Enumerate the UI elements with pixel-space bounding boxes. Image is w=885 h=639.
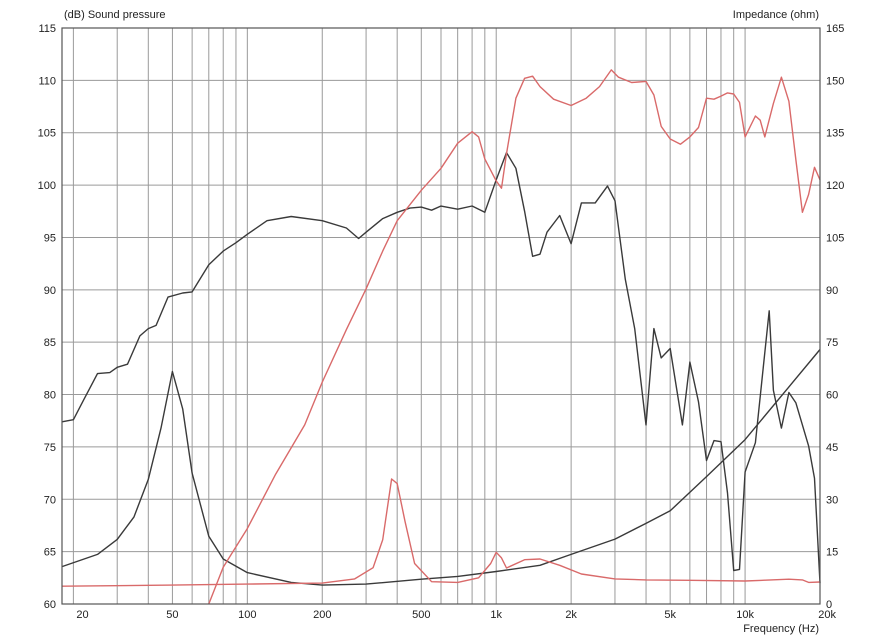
x-tick-label: 1k <box>490 609 502 621</box>
y-left-tick-label: 95 <box>44 232 56 244</box>
grid-lines <box>62 28 821 604</box>
x-tick-label: 500 <box>412 609 430 621</box>
y-left-tick-label: 70 <box>44 494 56 506</box>
y-left-tick-label: 80 <box>44 390 56 402</box>
y-right-tick-label: 15 <box>826 547 838 559</box>
y-left-tick-label: 90 <box>44 285 56 297</box>
x-tick-label: 10k <box>736 609 754 621</box>
x-axis-title: Frequency (Hz) <box>743 623 819 635</box>
y-right-tick-label: 30 <box>826 494 838 506</box>
y-left-tick-label: 100 <box>38 180 56 192</box>
x-tick-label: 200 <box>313 609 331 621</box>
y-left-tick-label: 85 <box>44 337 56 349</box>
x-tick-label: 20 <box>76 609 88 621</box>
y-right-tick-label: 135 <box>826 128 844 140</box>
series-woofer-impedance <box>61 349 821 586</box>
series-tweeter-spl <box>208 69 821 605</box>
y-right-tick-label: 120 <box>826 180 844 192</box>
y-right-tick-label: 0 <box>826 599 832 611</box>
y-left-tick-label: 115 <box>38 23 56 35</box>
x-tick-label: 5k <box>664 609 676 621</box>
y-left-tick-label: 105 <box>38 128 56 140</box>
y-right-tick-label: 90 <box>826 285 838 297</box>
x-tick-label: 20k <box>818 609 836 621</box>
plot-frame <box>61 27 821 605</box>
series-woofer-spl <box>61 151 821 584</box>
axis-labels: (dB) Sound pressure Impedance (ohm) Freq… <box>38 9 845 635</box>
series-layer <box>61 69 821 605</box>
y-left-tick-label: 110 <box>38 75 56 87</box>
y-right-tick-label: 105 <box>826 232 844 244</box>
y-right-tick-label: 60 <box>826 390 838 402</box>
y-left-tick-label: 65 <box>44 547 56 559</box>
y-right-tick-label: 45 <box>826 442 838 454</box>
y-right-tick-label: 150 <box>826 75 844 87</box>
y-right-tick-label: 75 <box>826 337 838 349</box>
y-left-tick-label: 75 <box>44 442 56 454</box>
y-left-tick-label: 60 <box>44 599 56 611</box>
x-tick-label: 100 <box>238 609 256 621</box>
x-tick-label: 2k <box>565 609 577 621</box>
y-right-axis-title: Impedance (ohm) <box>733 9 819 21</box>
y-right-tick-label: 165 <box>826 23 844 35</box>
series-tweeter-impedance <box>61 478 821 587</box>
x-tick-label: 50 <box>166 609 178 621</box>
y-left-axis-title: (dB) Sound pressure <box>64 9 166 21</box>
